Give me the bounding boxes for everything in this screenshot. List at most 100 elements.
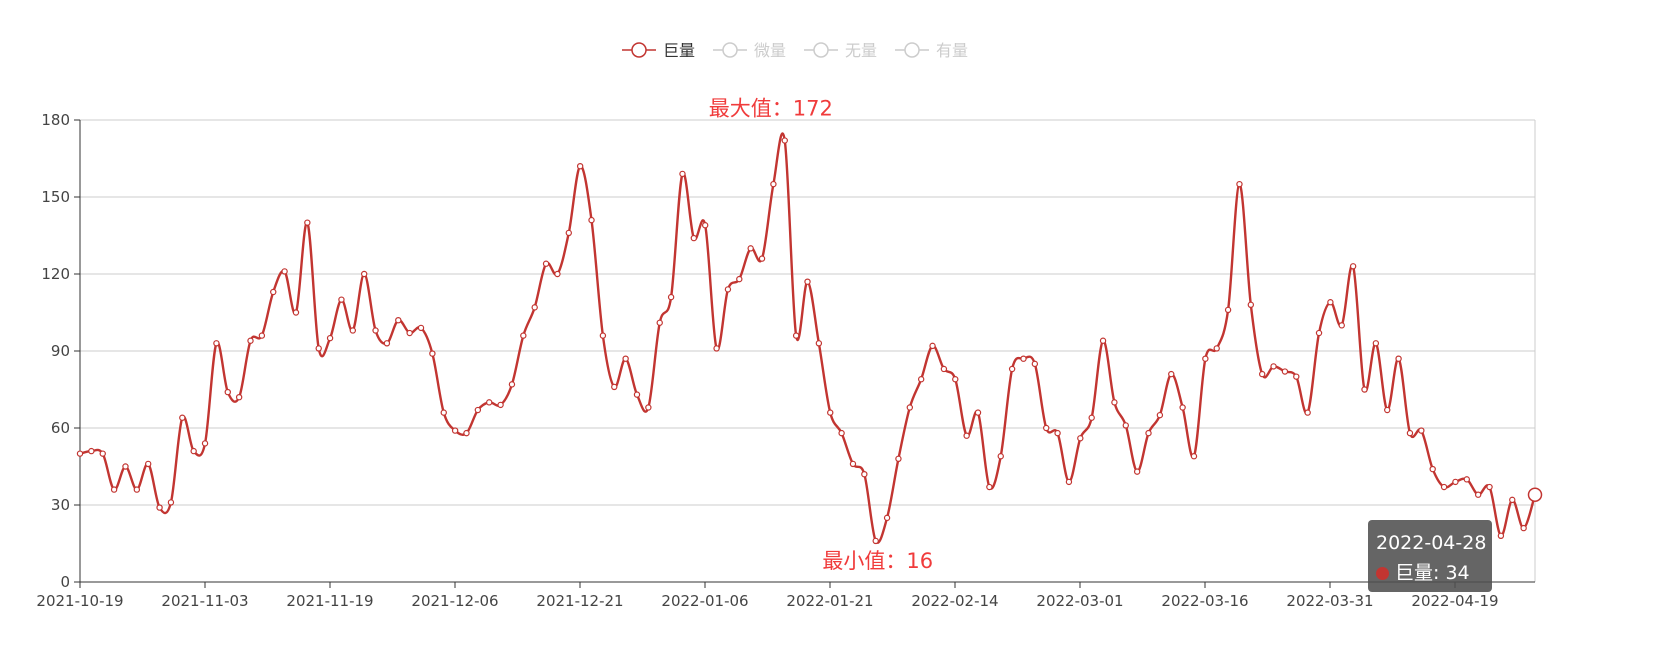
data-point	[1202, 355, 1209, 362]
data-point	[588, 216, 595, 224]
data-point	[645, 404, 652, 411]
data-point	[1293, 373, 1300, 380]
data-point	[599, 332, 607, 339]
legend-circle-icon	[904, 42, 920, 58]
data-point	[1497, 532, 1505, 540]
data-point	[1395, 355, 1402, 362]
data-point	[1054, 429, 1061, 437]
data-point	[883, 514, 891, 522]
data-point	[235, 394, 243, 401]
data-point	[1304, 409, 1311, 416]
data-point	[656, 319, 663, 326]
series-line	[79, 132, 1537, 544]
data-point	[1327, 299, 1334, 306]
data-point	[690, 234, 698, 242]
x-tick-label: 2022-03-31	[1286, 592, 1373, 610]
data-point	[247, 337, 254, 344]
data-point	[179, 414, 186, 421]
data-point	[861, 471, 868, 478]
data-point	[1213, 345, 1220, 352]
data-point	[1133, 468, 1141, 475]
data-point	[1224, 306, 1232, 314]
data-point	[1122, 422, 1129, 429]
data-point	[1509, 496, 1516, 504]
data-point	[1406, 429, 1414, 437]
data-point	[463, 429, 470, 437]
data-point	[99, 450, 106, 457]
data-point	[1043, 424, 1050, 432]
data-point	[1008, 365, 1016, 373]
data-point	[963, 432, 970, 439]
data-point	[213, 340, 220, 347]
data-point	[576, 162, 584, 170]
data-point	[406, 329, 413, 337]
x-tick-label: 2021-11-19	[286, 592, 373, 610]
legend-item-3: 无量	[804, 41, 877, 60]
data-point	[804, 278, 811, 285]
data-point	[1349, 263, 1357, 270]
data-point	[952, 376, 959, 383]
data-point	[1111, 399, 1118, 406]
legend-circle-icon	[631, 42, 647, 58]
data-point	[974, 409, 982, 416]
data-point	[451, 427, 459, 434]
data-point	[224, 388, 231, 396]
data-point	[167, 499, 175, 506]
data-point	[1429, 465, 1436, 473]
data-point	[520, 332, 527, 339]
data-point	[1247, 301, 1255, 308]
data-point	[838, 429, 845, 437]
x-tick-label: 2021-12-06	[411, 592, 498, 610]
data-point	[315, 345, 322, 352]
data-point	[633, 391, 641, 398]
max-value-label: 最大值：172	[709, 97, 833, 121]
data-point	[929, 342, 936, 350]
data-point	[270, 288, 277, 296]
x-tick-label: 2022-03-01	[1036, 592, 1123, 610]
data-point	[781, 137, 788, 144]
data-point	[497, 401, 504, 409]
data-point	[531, 304, 538, 311]
data-point	[1020, 355, 1027, 362]
data-point	[542, 260, 550, 267]
data-point	[1168, 370, 1175, 378]
y-tick-label: 90	[51, 342, 70, 360]
data-point	[88, 447, 95, 455]
data-point	[1418, 427, 1425, 434]
data-point	[815, 340, 823, 347]
legend: 巨量 微量 无量 有量	[622, 41, 968, 60]
data-point	[565, 229, 572, 237]
data-point	[474, 406, 482, 414]
x-tick-label: 2022-03-16	[1161, 592, 1248, 610]
data-point	[1065, 478, 1073, 486]
data-point	[110, 486, 118, 493]
data-point	[201, 440, 209, 447]
data-point	[190, 447, 197, 455]
data-point	[360, 270, 368, 278]
data-point	[156, 504, 163, 511]
tooltip-date: 2022-04-28	[1376, 532, 1487, 554]
data-point	[713, 345, 720, 352]
data-point	[1440, 483, 1448, 491]
data-point	[622, 355, 629, 362]
data-point	[1315, 329, 1323, 337]
data-point	[679, 170, 686, 178]
legend-label: 巨量	[663, 41, 695, 60]
data-point	[145, 460, 152, 468]
highlighted-point	[1527, 487, 1543, 502]
data-point	[133, 486, 141, 493]
data-point	[1258, 370, 1266, 378]
data-point	[440, 409, 447, 416]
legend-circle-icon	[722, 42, 738, 58]
data-point	[906, 404, 914, 411]
y-axis: 0 30 60 90 120 150 180	[41, 111, 81, 591]
data-point	[849, 460, 857, 468]
legend-label: 无量	[845, 41, 877, 60]
series-juliang	[76, 132, 1543, 545]
data-point	[429, 350, 436, 357]
data-point	[122, 463, 129, 470]
data-point	[1281, 368, 1289, 375]
x-tick-label: 2021-12-21	[536, 592, 623, 610]
data-point	[770, 180, 777, 188]
